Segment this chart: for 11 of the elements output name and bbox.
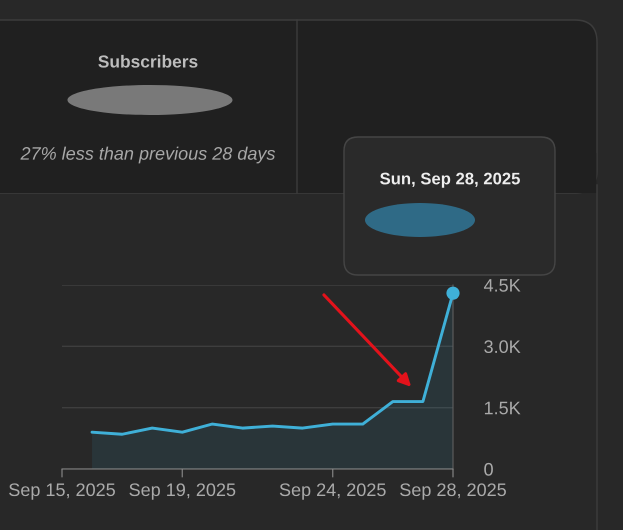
y-tick-label: 3.0K bbox=[484, 340, 520, 354]
x-tick-label: Sep 15, 2025 bbox=[9, 483, 115, 500]
y-tick-label: 1.5K bbox=[484, 402, 520, 414]
chart-subtitle: 27% less than previous 28 days bbox=[20, 146, 276, 164]
x-tick-label: Sep 28, 2025 bbox=[400, 483, 506, 500]
y-tick-label: 4.5K bbox=[484, 279, 520, 292]
text: Sun, Sep 28, 2025 bbox=[380, 172, 520, 188]
chart-title: Subscribers bbox=[98, 54, 198, 68]
x-tick-label: Sep 24, 2025 bbox=[280, 483, 386, 500]
x-tick-label: Sep 19, 2025 bbox=[129, 483, 236, 500]
y-tick-label: 0 bbox=[484, 462, 493, 476]
